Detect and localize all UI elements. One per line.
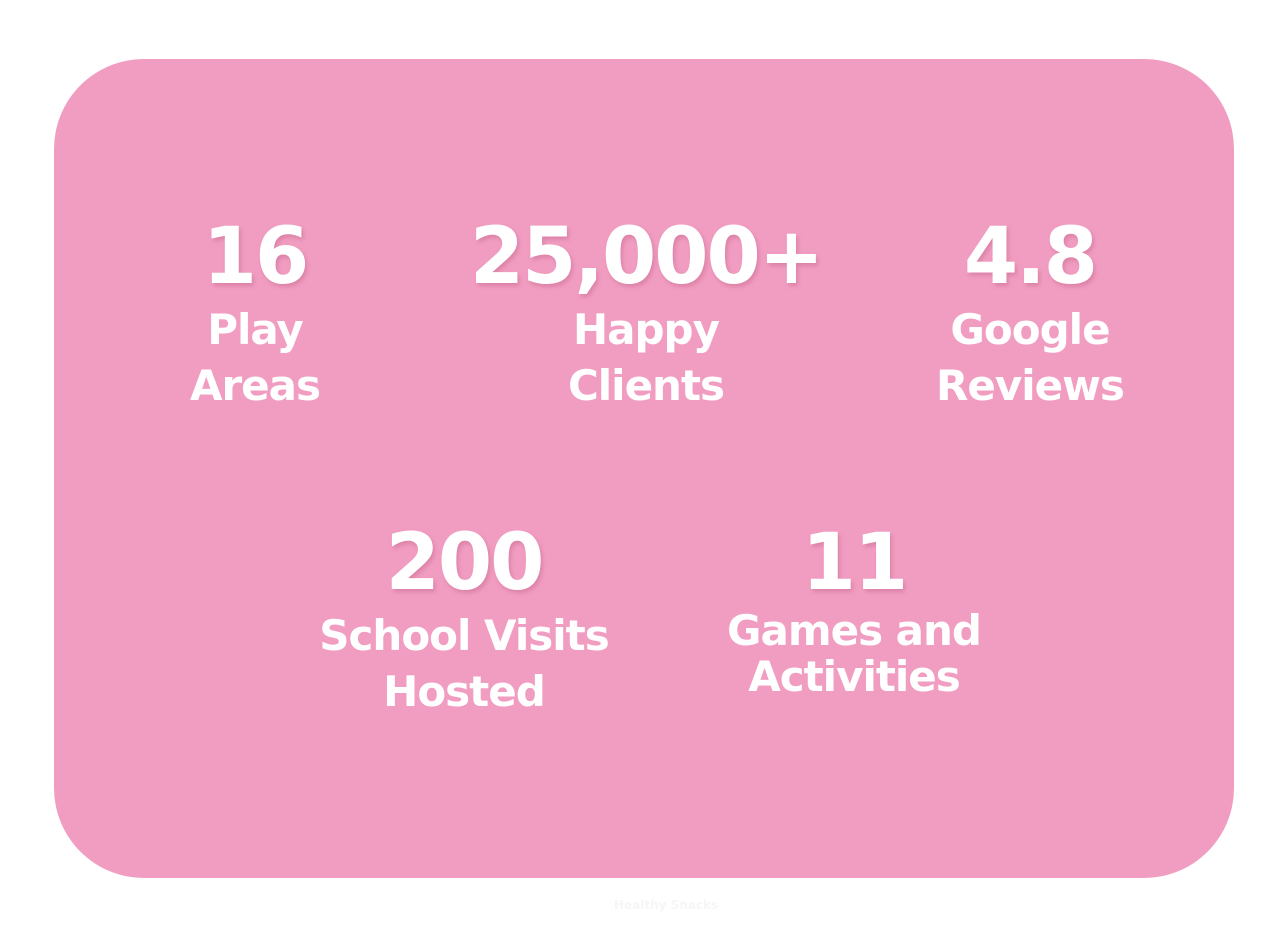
stat-value: 200 [385,518,545,608]
stat-happy-clients: 25,000+ Happy Clients [436,212,856,414]
stat-label-line1: Games and [727,606,982,655]
stat-google-reviews: 4.8 Google Reviews [820,212,1240,414]
stat-school-visits: 200 School Visits Hosted [254,518,674,720]
stat-label-line1: Happy [573,305,720,354]
stat-value: 16 [202,212,310,302]
stat-games-activities: 11 Games and Activities [644,518,1064,700]
stat-label-line1: School Visits [319,611,609,660]
stat-label-line1: Google [950,305,1110,354]
stat-label-line2: Reviews [936,361,1125,410]
stat-label-line2: Hosted [383,667,546,716]
stat-label-line2: Areas [189,361,321,410]
stat-value: 4.8 [963,212,1098,302]
stat-label-line2: Clients [567,361,725,410]
faint-footer-text: Healthy Snacks [614,898,719,912]
stat-value: 25,000+ [469,212,824,302]
stat-value: 11 [801,518,909,608]
stats-card [54,59,1234,878]
stat-label-line2: Activities [748,652,961,701]
stat-label-line1: Play [207,305,304,354]
stat-play-areas: 16 Play Areas [45,212,465,414]
